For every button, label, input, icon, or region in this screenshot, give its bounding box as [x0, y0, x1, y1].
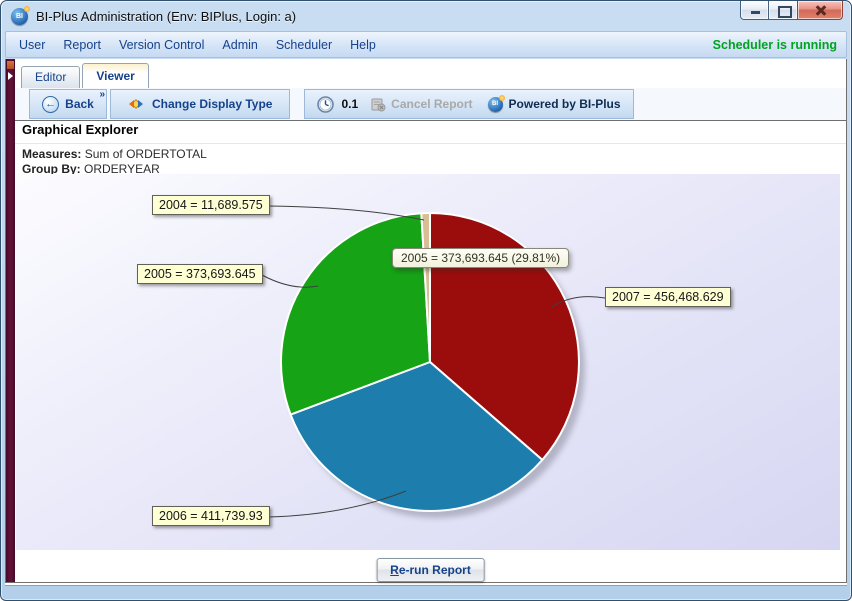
group-by-label: Group By:: [22, 162, 81, 176]
slice-callout: 2005 = 373,693.645: [137, 264, 263, 284]
group-by-value: ORDERYEAR: [84, 162, 160, 176]
menu-scheduler[interactable]: Scheduler: [275, 37, 333, 52]
biplus-logo-text: BI: [492, 101, 499, 107]
tab-strip: Editor Viewer: [21, 61, 149, 88]
slice-callout: 2007 = 456,468.629: [605, 287, 731, 307]
window-controls: [740, 1, 843, 20]
toolbar-overflow-icon[interactable]: »: [99, 89, 104, 100]
viewer-toolbar: ← Back » Change Display Type: [15, 88, 846, 121]
menu-help[interactable]: Help: [350, 37, 376, 52]
change-display-type-button[interactable]: Change Display Type: [110, 89, 291, 119]
menu-user[interactable]: User: [19, 37, 46, 52]
menu-version-control[interactable]: Version Control: [118, 37, 205, 52]
slice-tooltip: 2005 = 373,693.645 (29.81%): [392, 248, 570, 268]
measures-label: Measures:: [22, 147, 82, 161]
menu-report[interactable]: Report: [63, 37, 101, 52]
slice-callout: 2004 = 11,689.575: [152, 195, 270, 215]
splitter-grip-icon: [7, 61, 14, 69]
rerun-report-button[interactable]: Re-run Report: [376, 558, 485, 582]
back-arrow-icon: ←: [42, 95, 60, 113]
toolbar-info-segment: 0.1 Cancel Report BI: [304, 89, 634, 119]
group-by-line: Group By: ORDERYEAR: [22, 162, 207, 177]
powered-by-biplus: BI Powered by BI-Plus: [487, 94, 621, 112]
rerun-label-rest: e-run Report: [398, 563, 471, 577]
report-metadata: Measures: Sum of ORDERTOTAL Group By: OR…: [22, 147, 207, 177]
pie-slice-2006[interactable]: [289, 361, 544, 512]
close-button[interactable]: [797, 1, 843, 20]
measures-value: Sum of ORDERTOTAL: [84, 147, 207, 161]
cancel-report-label: Cancel Report: [391, 97, 473, 111]
minimize-button[interactable]: [740, 1, 769, 20]
pie-chart-area: 2004 = 11,689.575 2005 = 373,693.645 2007 …: [16, 174, 840, 550]
client-area: Editor Viewer ← Back » Change Display Ty…: [5, 59, 847, 583]
pie-chart: [261, 205, 606, 518]
timer-value: 0.1: [341, 97, 359, 111]
measures-line: Measures: Sum of ORDERTOTAL: [22, 147, 207, 162]
app-logo-dot: [24, 5, 30, 12]
cancel-report-icon: [371, 98, 386, 111]
callout-leader-line: [267, 205, 425, 221]
main-panel: Editor Viewer ← Back » Change Display Ty…: [15, 59, 846, 582]
app-logo-text: BI: [16, 12, 23, 20]
powered-by-label: Powered by BI-Plus: [508, 97, 621, 111]
window-title: BI-Plus Administration (Env: BIPlus, Log…: [36, 8, 297, 24]
biplus-logo-dot: [498, 94, 505, 101]
back-button[interactable]: ← Back »: [29, 89, 107, 119]
callout-leader-line: [267, 490, 407, 518]
menu-bar: User Report Version Control Admin Schedu…: [5, 31, 847, 58]
callout-leader-line: [551, 296, 606, 308]
cancel-report-button[interactable]: Cancel Report: [371, 97, 473, 112]
tab-editor[interactable]: Editor: [21, 66, 81, 88]
title-bar: BI BI-Plus Administration (Env: BIPlus, …: [1, 1, 851, 31]
page-title: Graphical Explorer: [22, 122, 139, 137]
menu-admin[interactable]: Admin: [222, 37, 258, 52]
change-display-type-icon: [129, 99, 143, 109]
rerun-mnemonic: R: [390, 563, 399, 577]
collapsed-panel-splitter[interactable]: [6, 59, 15, 582]
tab-viewer[interactable]: Viewer: [82, 63, 149, 88]
change-display-type-label: Change Display Type: [152, 97, 273, 111]
biplus-logo-icon: BI: [487, 94, 505, 112]
scheduler-status: Scheduler is running: [712, 37, 837, 52]
app-logo-icon: BI: [11, 5, 30, 25]
slice-callout: 2006 = 411,739.93: [152, 506, 270, 526]
expand-arrow-icon: [8, 72, 13, 80]
title-separator: [15, 143, 846, 144]
timer-clock-icon: [317, 95, 335, 113]
maximize-button[interactable]: [769, 1, 797, 20]
callout-leader-line: [261, 274, 319, 288]
back-label: Back: [65, 97, 94, 111]
